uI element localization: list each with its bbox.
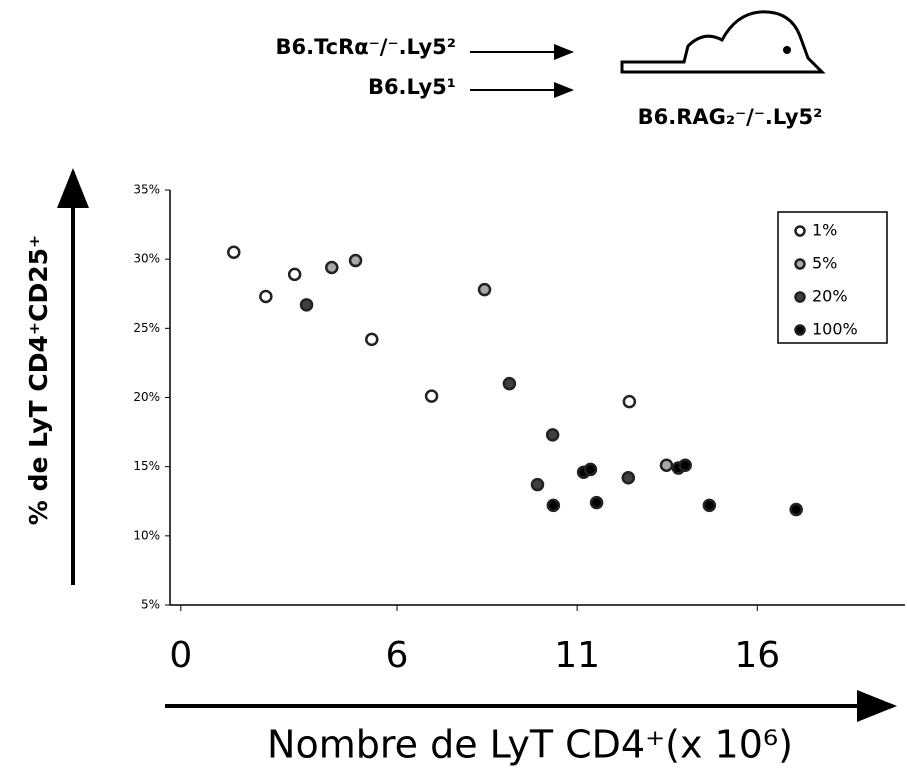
legend-label: 5%	[812, 254, 837, 273]
x-tick-label: 6	[386, 635, 409, 676]
data-point	[789, 502, 803, 517]
data-point	[659, 458, 674, 473]
data-point	[589, 495, 604, 510]
y-tick-label: 30%	[133, 252, 160, 266]
y-tick-label: 15%	[133, 459, 160, 473]
data-point	[545, 428, 560, 442]
y-tick-label: 5%	[141, 598, 160, 612]
data-point	[477, 282, 492, 297]
y-tick-label: 20%	[133, 390, 160, 404]
data-point	[530, 477, 545, 492]
data-point	[227, 245, 241, 259]
legend-marker	[794, 324, 806, 336]
data-point	[299, 298, 314, 312]
donor-label: B6.TcRα⁻/⁻.Ly5²	[276, 35, 456, 59]
data-point	[621, 470, 636, 485]
donor-label: B6.Ly5¹	[368, 75, 456, 99]
legend-label: 1%	[812, 221, 837, 240]
data-point	[702, 498, 717, 513]
data-point	[546, 498, 561, 513]
x-tick-label: 0	[169, 635, 192, 676]
legend-marker	[794, 258, 806, 270]
data-point	[622, 394, 637, 409]
y-tick-label: 10%	[133, 528, 160, 542]
data-point	[259, 289, 273, 304]
y-axis-label: % de LyT CD4⁺CD25⁺	[24, 235, 53, 525]
legend-label: 100%	[812, 320, 858, 339]
data-point	[325, 260, 339, 275]
data-point	[365, 332, 379, 347]
data-point	[583, 462, 598, 477]
legend-marker	[794, 291, 806, 303]
data-point	[287, 267, 302, 282]
data-point	[502, 376, 517, 391]
recipient-label: B6.RAG₂⁻/⁻.Ly5²	[638, 105, 823, 129]
y-tick-label: 35%	[133, 183, 160, 197]
x-tick-label: 16	[734, 635, 780, 676]
x-axis-label: Nombre de LyT CD4⁺(x 10⁶)	[267, 723, 793, 767]
data-point	[424, 389, 439, 403]
data-point	[678, 458, 692, 473]
mouse-icon	[620, 10, 826, 74]
legend-marker	[794, 225, 806, 237]
mouse-eye	[783, 46, 791, 54]
data-point	[348, 253, 363, 268]
legend-label: 20%	[812, 287, 848, 306]
x-tick-label: 11	[554, 635, 600, 676]
y-tick-label: 25%	[133, 321, 160, 335]
